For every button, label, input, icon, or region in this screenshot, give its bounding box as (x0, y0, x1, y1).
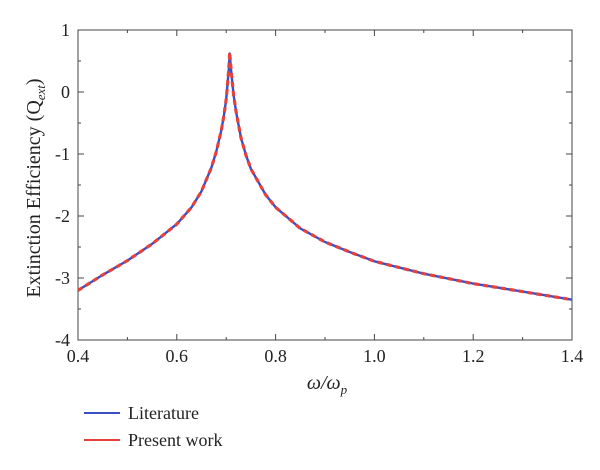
y-tick-label: -3 (55, 268, 70, 288)
x-tick-label: 1.4 (561, 346, 584, 366)
legend: Literature Present work (84, 403, 222, 450)
plot-frame (77, 29, 573, 341)
legend-item-literature: Literature (84, 403, 199, 423)
plot-border (77, 29, 573, 341)
y-axis-label-sub: ext (33, 85, 48, 101)
y-tick-label: 1 (61, 20, 70, 40)
y-tick-label: -1 (55, 144, 70, 164)
y-tick-label: -4 (55, 330, 70, 350)
y-tick-label: 0 (61, 82, 70, 102)
y-axis-label: Extinction Efficiency (Qext) (23, 78, 48, 297)
series-line-present-work (77, 50, 573, 302)
y-tick-label: -2 (55, 206, 70, 226)
x-axis-label: ω/ωp (307, 372, 348, 397)
legend-item-present-work: Present work (84, 430, 222, 450)
x-axis-label-sub: p (340, 382, 348, 397)
y-axis-label-main: Extinction Efficiency (Q (23, 100, 45, 298)
x-tick-label: 1.2 (462, 346, 485, 366)
series-line-literature (77, 52, 573, 301)
legend-label-present-work: Present work (128, 430, 222, 450)
x-tick-label: 0.8 (264, 346, 287, 366)
x-tick-label: 0.4 (67, 346, 90, 366)
x-tick-label: 1.0 (363, 346, 386, 366)
series-layer (77, 50, 573, 302)
axis-tick-labels: 0.4 0.6 0.8 1.0 1.2 1.4 1 0 -1 -2 -3 -4 (55, 20, 583, 366)
y-axis-label-close: ) (23, 78, 45, 85)
x-axis-label-main: ω/ω (307, 372, 341, 394)
x-tick-label: 0.6 (166, 346, 189, 366)
axis-ticks (77, 29, 573, 341)
legend-label-literature: Literature (128, 403, 199, 423)
